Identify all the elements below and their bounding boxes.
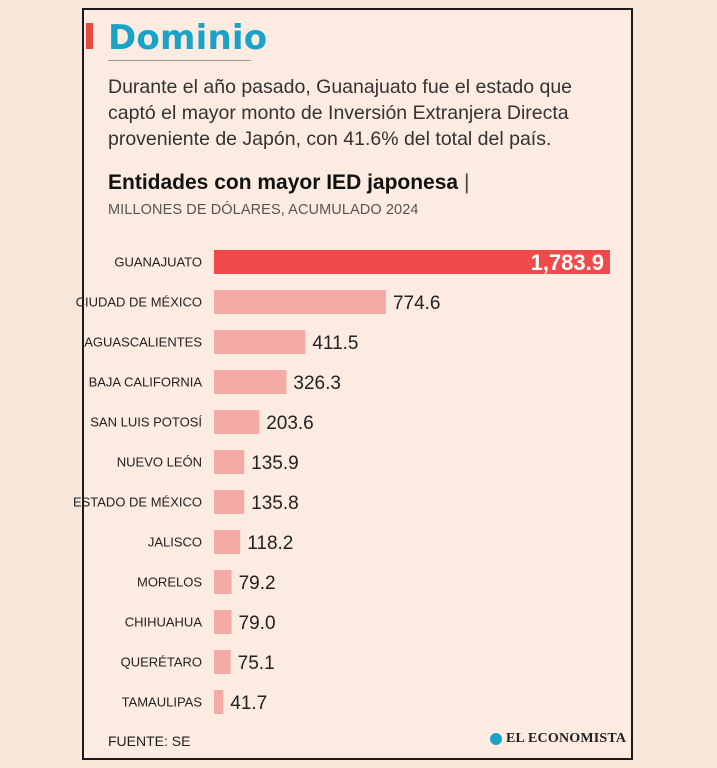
value-label: 41.7 [230,693,267,714]
chart-title-text: Entidades con mayor IED japonesa [108,171,459,194]
category-label: TAMAULIPAS [122,695,203,710]
bar [214,690,224,714]
bar-chart: GUANAJUATO 1,783.9 CIUDAD DE MÉXICO 774.6 AG… [73,250,610,714]
chart-title-separator: | [463,171,470,194]
source-note: FUENTE: SE [108,733,191,749]
bar [214,570,232,594]
value-label: 326.3 [293,373,341,394]
bar [214,410,260,434]
bar [214,330,306,354]
bar [214,650,231,674]
value-label: 411.5 [312,333,358,354]
bar [214,490,245,514]
logo-mark-icon [490,733,502,745]
title-underline [108,60,251,61]
bar [214,290,386,314]
category-label: NUEVO LEÓN [117,455,202,470]
bar [214,250,610,274]
publisher-logo: EL ECONOMISTA [490,731,626,747]
bar [214,610,232,634]
bar [214,530,241,554]
page-title: Dominio [108,18,268,58]
value-label: 135.9 [251,453,299,474]
category-label: CHIHUAHUA [125,615,203,630]
category-label: ESTADO DE MÉXICO [73,495,202,510]
value-label: 135.8 [251,493,299,514]
value-label: 75.1 [238,653,275,674]
value-label: 774.6 [393,293,441,314]
category-label: QUERÉTARO [121,655,202,670]
category-label: SAN LUIS POTOSÍ [90,415,202,430]
logo-text: EL ECONOMISTA [506,731,627,746]
value-label: 203.6 [266,413,314,434]
bar [214,370,287,394]
value-label: 79.0 [239,613,276,634]
title-accent-bar [86,23,93,49]
infographic-card [82,8,633,760]
category-label: MORELOS [137,575,202,590]
value-label: 118.2 [247,533,293,554]
category-label: GUANAJUATO [114,255,202,270]
chart-title: Entidades con mayor IED japonesa | [108,170,469,196]
value-label: 79.2 [239,573,276,594]
category-label: CIUDAD DE MÉXICO [76,295,202,310]
bar [214,450,245,474]
category-label: AGUASCALIENTES [84,335,202,350]
value-label: 1,783.9 [531,250,604,275]
intro-text: Durante el año pasado, Guanajuato fue el… [108,76,573,150]
chart-subtitle: MILLONES DE DÓLARES, ACUMULADO 2024 [108,202,419,218]
category-label: JALISCO [148,535,202,550]
category-label: BAJA CALIFORNIA [89,375,203,390]
